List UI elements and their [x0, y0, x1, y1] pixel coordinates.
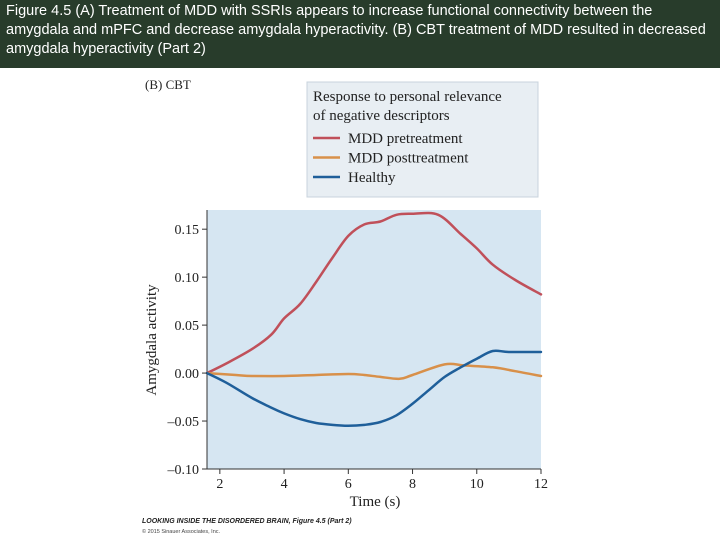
legend-entry-label: Healthy: [348, 170, 396, 186]
legend-entry-label: MDD pretreatment: [348, 131, 463, 147]
y-tick-label: 0.00: [175, 367, 200, 382]
legend-title-line: Response to personal relevance: [313, 89, 502, 105]
book-credit: LOOKING INSIDE THE DISORDERED BRAIN, Fig…: [142, 518, 352, 525]
legend-box: [306, 81, 539, 198]
figure-caption-banner: Figure 4.5 (A) Treatment of MDD with SSR…: [0, 0, 720, 68]
x-tick-label: 4: [281, 477, 288, 492]
legend-entries: MDD pretreatment MDD posttreatment Healthy: [313, 131, 469, 186]
x-tick-label: 12: [534, 477, 548, 492]
series-lines: [205, 211, 543, 428]
series-line-mdd-pretreatment: [205, 211, 543, 375]
ticks: –0.10 –0.05 0.00 0.05 0.10 0.15 2 4 6 8 10 12: [167, 223, 549, 492]
y-tick-label: 0.15: [175, 223, 200, 238]
axes: [206, 210, 541, 470]
x-tick-label: 2: [216, 477, 223, 492]
legend-entry-label: MDD posttreatment: [348, 151, 469, 167]
series-line-healthy: [205, 349, 543, 428]
y-tick-label: 0.05: [175, 319, 200, 334]
y-tick-label: –0.05: [167, 415, 200, 430]
legend: Response to personal relevance of negati…: [306, 81, 539, 198]
y-tick-label: 0.10: [175, 271, 200, 286]
y-tick-label: –0.10: [167, 463, 200, 478]
y-axis-label: Amygdala activity: [144, 284, 160, 396]
legend-title: Response to personal relevance of negati…: [313, 89, 505, 124]
cbt-amygdala-chart: (B) CBT Response to personal relevance o…: [144, 77, 549, 510]
x-tick-label: 10: [470, 477, 484, 492]
panel-label: (B) CBT: [145, 77, 191, 92]
copyright-notice: © 2015 Sinauer Associates, Inc.: [142, 529, 221, 535]
plot-background: [207, 210, 541, 469]
figure-caption: Figure 4.5 (A) Treatment of MDD with SSR…: [6, 3, 706, 57]
legend-title-line: of negative descriptors: [313, 108, 450, 124]
x-axis-label: Time (s): [350, 494, 401, 510]
x-tick-label: 6: [345, 477, 352, 492]
series-line-mdd-posttreatment: [205, 362, 543, 381]
x-tick-label: 8: [409, 477, 416, 492]
